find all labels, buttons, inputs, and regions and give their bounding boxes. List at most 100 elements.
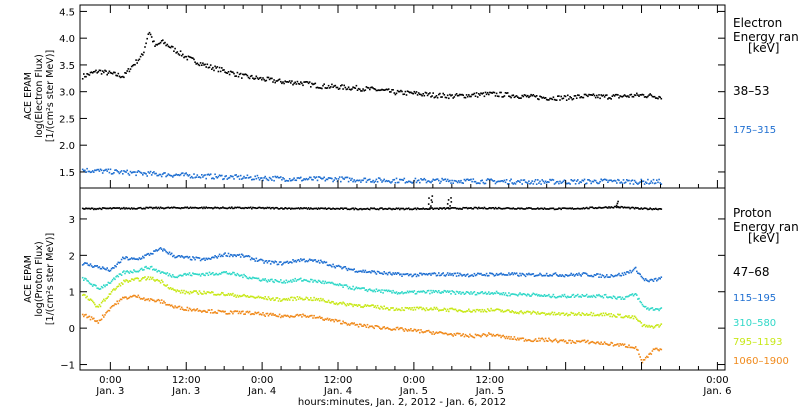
data-point	[136, 258, 138, 260]
data-point	[379, 308, 381, 310]
data-point	[164, 41, 166, 44]
data-point	[271, 260, 273, 263]
data-point	[400, 178, 402, 181]
data-point	[602, 206, 605, 209]
data-point	[509, 294, 511, 297]
data-point	[294, 179, 296, 181]
data-point	[636, 207, 638, 209]
data-point	[100, 301, 103, 304]
data-point	[479, 335, 481, 337]
proton-legend-title-line2: Energy ran	[733, 220, 799, 234]
data-point	[650, 325, 653, 327]
data-point	[382, 326, 384, 329]
data-point	[211, 309, 213, 311]
data-point	[634, 346, 637, 348]
data-point	[117, 285, 120, 288]
data-point	[482, 292, 485, 295]
data-point	[584, 272, 587, 275]
data-point	[239, 295, 242, 298]
data-point	[217, 273, 220, 276]
data-point	[361, 179, 363, 182]
data-point	[474, 180, 477, 183]
data-point	[574, 183, 577, 185]
data-point	[396, 207, 399, 210]
data-point	[110, 208, 113, 210]
data-point	[505, 207, 508, 209]
data-point	[441, 96, 443, 98]
data-point	[523, 94, 526, 96]
data-point	[153, 206, 155, 209]
data-point	[311, 314, 313, 317]
data-point	[511, 94, 513, 97]
data-point	[175, 276, 177, 278]
data-point	[405, 273, 408, 275]
data-point	[426, 274, 429, 276]
data-point	[347, 304, 350, 306]
data-point	[537, 179, 539, 181]
data-point	[614, 205, 617, 208]
data-point	[259, 280, 262, 282]
data-point	[106, 297, 108, 299]
data-point	[193, 207, 195, 209]
data-point	[351, 207, 353, 210]
data-point	[363, 208, 365, 210]
data-point	[287, 280, 290, 283]
data-point	[501, 293, 503, 296]
data-point	[211, 177, 213, 180]
data-point	[612, 345, 615, 347]
spike-point	[615, 204, 618, 207]
x-tick-label-date: Jan. 3	[95, 386, 124, 397]
data-point	[450, 293, 452, 295]
data-point	[157, 43, 160, 45]
data-point	[580, 275, 582, 277]
proton-y-tick-label: 3	[69, 215, 75, 226]
data-point	[248, 176, 251, 179]
data-point	[184, 309, 186, 311]
data-point	[596, 314, 598, 316]
data-point	[541, 295, 543, 297]
data-point	[591, 180, 594, 183]
data-point	[369, 305, 371, 307]
data-point	[419, 306, 421, 309]
data-point	[177, 255, 180, 257]
data-point	[255, 296, 258, 299]
data-point	[446, 333, 449, 336]
data-point	[424, 179, 427, 181]
data-point	[186, 255, 189, 258]
data-point	[253, 313, 255, 316]
data-point	[584, 93, 587, 96]
data-point	[281, 207, 283, 209]
data-point	[138, 269, 141, 272]
data-point	[207, 257, 210, 260]
data-point	[423, 208, 426, 210]
data-point	[89, 263, 92, 265]
data-point	[617, 313, 619, 316]
data-point	[448, 97, 450, 100]
data-point	[472, 93, 475, 96]
data-point	[644, 325, 647, 328]
data-point	[87, 73, 90, 76]
data-point	[445, 291, 448, 293]
data-point	[124, 170, 126, 173]
data-point	[282, 81, 284, 83]
data-point	[173, 307, 175, 309]
data-point	[399, 308, 401, 311]
data-point	[333, 265, 335, 268]
data-point	[503, 207, 506, 210]
data-point	[415, 181, 418, 184]
data-point	[416, 306, 419, 309]
data-point	[152, 207, 154, 210]
data-point	[644, 278, 647, 280]
data-point	[491, 309, 493, 312]
data-point	[248, 207, 251, 209]
data-point	[544, 337, 547, 340]
data-point	[295, 207, 298, 210]
data-point	[501, 335, 503, 337]
data-point	[656, 179, 658, 181]
data-point	[514, 95, 517, 98]
data-point	[627, 316, 629, 319]
data-point	[198, 176, 201, 178]
data-point	[285, 315, 288, 317]
data-point	[374, 305, 377, 307]
